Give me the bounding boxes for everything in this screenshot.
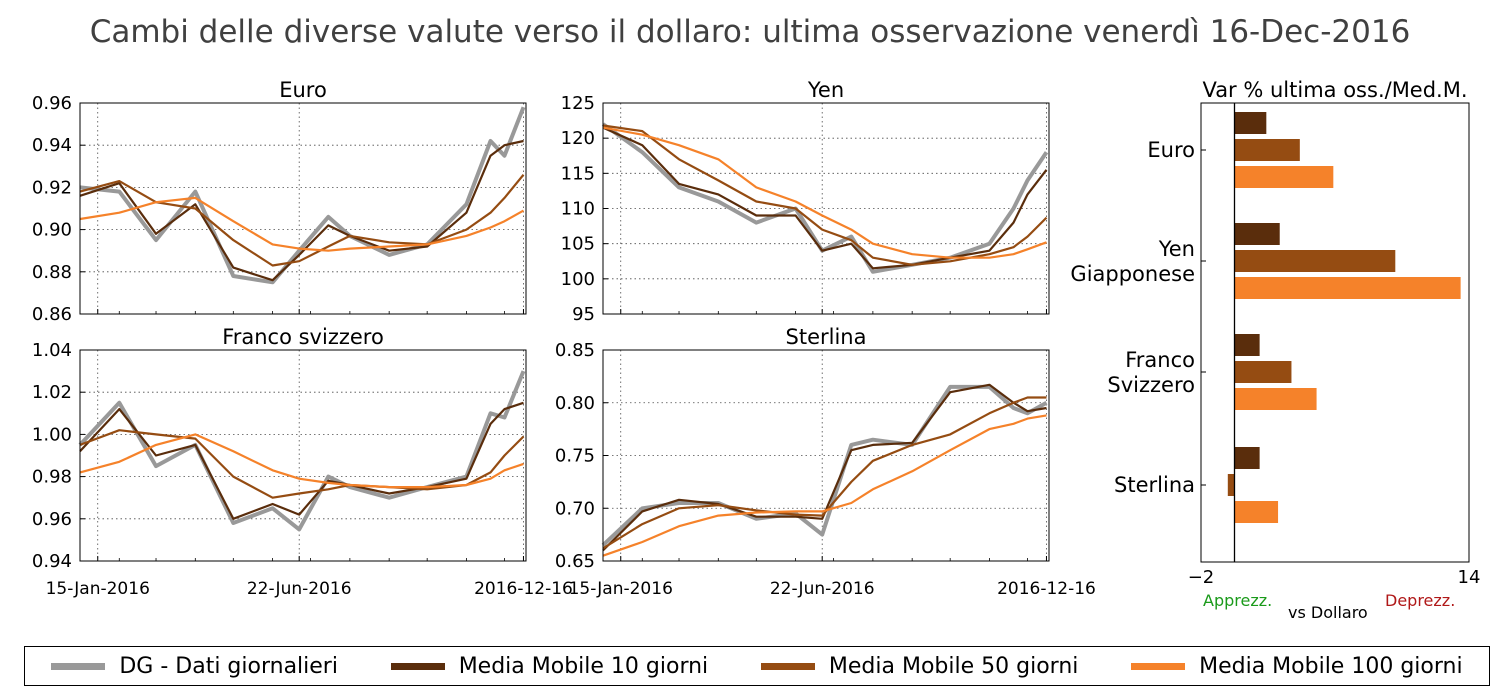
yen-ytick-label: 110: [561, 199, 595, 220]
legend-swatch-ma100: [1131, 662, 1186, 670]
vs-dollaro-label: vs Dollaro: [1288, 603, 1368, 622]
sterlina-frame: [602, 349, 1050, 562]
franco-svizzero-series-ma100: [79, 433, 524, 489]
bar-category-label: Euro: [1147, 138, 1195, 162]
bar-ma50: [1234, 139, 1300, 161]
sterlina-ytick-label: 0.65: [555, 551, 595, 572]
yen-series-ma100: [602, 126, 1047, 259]
bar-category-label: Giapponese: [1070, 262, 1195, 286]
bar-ma100: [1234, 166, 1334, 188]
legend-swatch-ma10: [390, 662, 445, 670]
yen-plot-area: [603, 103, 1049, 314]
euro-ytick-label: 0.96: [32, 93, 72, 114]
sterlina-ytick-label: 0.80: [555, 393, 595, 414]
bar-category-label: Franco: [1125, 348, 1195, 372]
bar-category-label: Sterlina: [1114, 473, 1195, 497]
euro-series-ma50: [79, 174, 525, 267]
legend-label-ma10: Media Mobile 10 giorni: [458, 653, 709, 679]
sterlina-series-ma50: [602, 396, 1047, 550]
charts-canvas: 0.86 0.88 0.90 0.92 0.94 0.96 Euro 95 100 105 110 1…: [32, 78, 1481, 599]
legend-swatch-daily: [51, 662, 106, 670]
euro-series-ma10: [79, 139, 524, 282]
yen-series-ma10: [602, 126, 1048, 270]
franco-svizzero-xtick-label: 15-Jan-2016: [46, 579, 150, 599]
bar-ma10: [1234, 447, 1260, 469]
sterlina-xtick-label: 15-Jan-2016: [569, 579, 673, 599]
apprezz-label: Apprezz.: [1203, 591, 1273, 610]
legend-item-ma50: Media Mobile 50 giorni: [760, 653, 1079, 679]
franco-svizzero-ytick-label: 0.94: [32, 551, 72, 572]
bar-ma50: [1234, 361, 1292, 383]
franco-svizzero-ytick-label: 1.04: [32, 340, 72, 361]
yen-ytick-label: 115: [561, 163, 595, 184]
sterlina-ytick-label: 0.85: [555, 340, 595, 361]
legend-item-ma10: Media Mobile 10 giorni: [390, 653, 709, 679]
yen-frame: [602, 102, 1050, 315]
sterlina-series-ma100: [602, 414, 1047, 557]
franco-svizzero-ytick-label: 1.02: [32, 382, 72, 403]
legend: DG - Dati giornalieri Media Mobile 10 gi…: [24, 646, 1490, 686]
legend-label-daily: DG - Dati giornalieri: [119, 653, 338, 679]
bar-ma100: [1234, 388, 1317, 410]
sterlina-series-ma10: [602, 383, 1047, 552]
sterlina-title: Sterlina: [786, 325, 867, 349]
deprezz-label: Deprezz.: [1385, 591, 1456, 610]
sterlina-xtick-label: 2016-12-16: [997, 579, 1096, 599]
euro-ytick-label: 0.86: [32, 304, 72, 325]
bar-ma50: [1227, 474, 1235, 496]
franco-svizzero-series-ma50: [79, 429, 525, 499]
franco-svizzero-plot-area: [80, 350, 526, 561]
euro-ytick-label: 0.94: [32, 135, 72, 156]
yen-title: Yen: [807, 78, 844, 102]
bar-ma100: [1234, 277, 1461, 299]
yen-series-daily: [601, 122, 1049, 274]
euro-series-ma100: [79, 196, 525, 252]
euro-plot-area: [80, 103, 526, 314]
bar-ma50: [1234, 250, 1396, 272]
euro-ytick-label: 0.92: [32, 177, 72, 198]
euro-ytick-label: 0.90: [32, 220, 72, 241]
franco-svizzero-ytick-label: 0.96: [32, 509, 72, 530]
yen-ytick-label: 100: [561, 269, 595, 290]
legend-item-daily: DG - Dati giornalieri: [51, 654, 338, 679]
franco-svizzero-series-ma10: [79, 401, 524, 520]
franco-svizzero-series-daily: [78, 370, 526, 532]
franco-svizzero-ytick-label: 0.98: [32, 467, 72, 488]
franco-svizzero-xtick-label: 22-Jun-2016: [247, 579, 352, 599]
yen-ytick-label: 120: [561, 128, 595, 149]
yen-ytick-label: 95: [572, 304, 595, 325]
franco-svizzero-ytick-label: 1.00: [32, 424, 72, 445]
bar-xtick-label: −2: [1188, 567, 1215, 588]
sterlina-series-daily: [601, 384, 1048, 547]
bar-chart-title: Var % ultima oss./Med.M.: [1202, 78, 1467, 102]
franco-svizzero-title: Franco svizzero: [222, 325, 384, 349]
franco-svizzero-xtick-label: 2016-12-16: [474, 579, 573, 599]
euro-frame: [79, 102, 527, 315]
bar-ma10: [1234, 334, 1260, 356]
yen-series-ma50: [602, 124, 1048, 266]
legend-item-ma100: Media Mobile 100 giorni: [1131, 653, 1463, 679]
legend-swatch-ma50: [760, 662, 815, 670]
euro-title: Euro: [279, 78, 327, 102]
bar-frame: [1200, 102, 1470, 563]
euro-ytick-label: 0.88: [32, 262, 72, 283]
franco-svizzero-frame: [79, 349, 527, 562]
bar-ma10: [1234, 223, 1280, 245]
sterlina-ytick-label: 0.70: [555, 498, 595, 519]
bar-category-label: Yen: [1158, 237, 1195, 261]
sterlina-xtick-label: 22-Jun-2016: [770, 579, 875, 599]
main-title: Cambi delle diverse valute verso il doll…: [89, 14, 1411, 50]
yen-ytick-label: 125: [561, 93, 595, 114]
bar-ma10: [1234, 112, 1267, 134]
bar-ma100: [1234, 501, 1279, 523]
sterlina-ytick-label: 0.75: [555, 446, 595, 467]
legend-label-ma100: Media Mobile 100 giorni: [1199, 653, 1463, 679]
bar-xtick-label: 14: [1458, 567, 1481, 588]
legend-label-ma50: Media Mobile 50 giorni: [828, 653, 1079, 679]
yen-ytick-label: 105: [561, 234, 595, 255]
bar-category-label: Svizzero: [1107, 373, 1195, 397]
